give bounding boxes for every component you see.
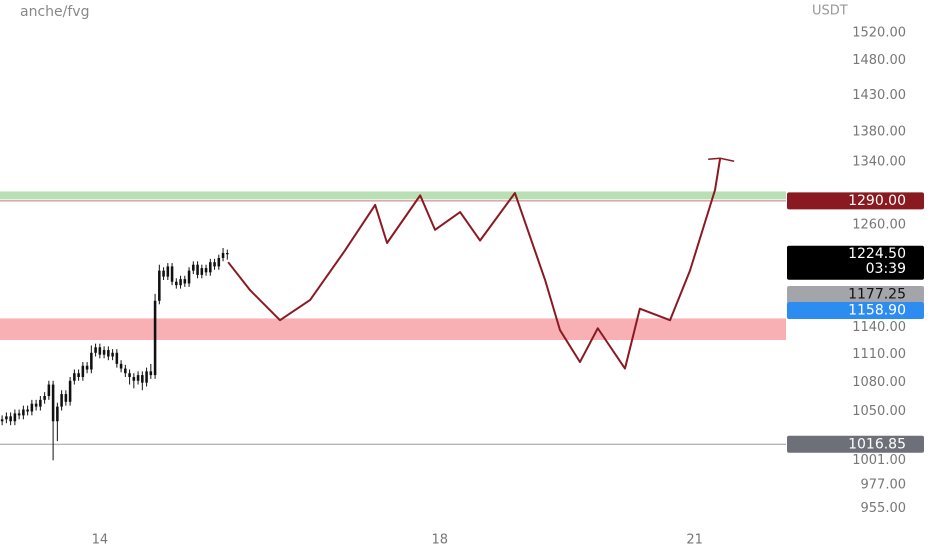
- candle-body: [217, 257, 221, 267]
- candle-body: [132, 376, 136, 381]
- candle-body: [204, 268, 208, 273]
- candle-body: [51, 384, 55, 422]
- price-label-box: [787, 435, 924, 453]
- candle-body: [85, 365, 89, 370]
- y-tick-label: 1380.00: [852, 124, 906, 139]
- x-tick-label: 18: [431, 533, 448, 548]
- candle-body: [158, 270, 161, 301]
- price-label: 1177.25: [848, 286, 906, 302]
- y-tick-label: 1340.00: [852, 155, 906, 170]
- zone: [0, 191, 786, 200]
- candle-body: [196, 264, 199, 275]
- candle-body: [39, 399, 42, 407]
- chart-title: anche/fvg: [20, 4, 89, 20]
- y-tick-label: 977.00: [861, 478, 907, 493]
- candle-body: [128, 373, 131, 377]
- candle-body: [77, 373, 80, 377]
- candle-body: [149, 371, 153, 376]
- candle-body: [13, 413, 17, 422]
- candle-body: [166, 266, 170, 277]
- candle-body: [226, 252, 229, 255]
- candle-body: [119, 363, 123, 369]
- candle-body: [34, 403, 38, 407]
- candle-body: [22, 409, 25, 416]
- candle-body: [200, 268, 204, 275]
- candle-body: [47, 384, 51, 397]
- candle-body: [73, 373, 76, 381]
- projection-line: [227, 158, 722, 370]
- candle-body: [115, 352, 119, 364]
- candle-body: [5, 416, 8, 420]
- candle-body: [209, 262, 212, 273]
- candle-body: [183, 279, 187, 284]
- y-tick-label: 1080.00: [852, 375, 906, 390]
- x-tick-label: 21: [686, 533, 703, 548]
- candle-body: [43, 396, 46, 400]
- candle-body: [170, 266, 174, 282]
- candle-body: [30, 403, 34, 412]
- candle-body: [56, 406, 59, 422]
- candle-body: [107, 350, 110, 357]
- y-tick-label: 1520.00: [852, 26, 906, 41]
- price-label: 1158.90: [848, 303, 906, 319]
- candle-body: [192, 264, 195, 271]
- candle-body: [111, 352, 114, 357]
- candle-body: [179, 279, 182, 286]
- price-label-box: [787, 192, 924, 210]
- candle-body: [124, 368, 127, 374]
- candle-body: [9, 416, 12, 422]
- price-label: 1016.85: [848, 436, 906, 452]
- y-tick-label: 1050.00: [852, 404, 906, 419]
- candle-body: [90, 352, 93, 370]
- y-axis-label: USDT: [812, 4, 848, 19]
- candle-body: [175, 281, 178, 286]
- candle-body: [162, 270, 165, 277]
- price-label-box: [787, 302, 924, 320]
- zone: [0, 318, 786, 340]
- price-label-box: [787, 285, 924, 303]
- y-tick-label: 955.00: [861, 501, 907, 516]
- price-label-sub: 03:39: [866, 261, 906, 277]
- candle-body: [68, 380, 72, 402]
- candle-body: [60, 394, 63, 407]
- candle-body: [0, 419, 4, 422]
- y-tick-label: 1110.00: [852, 347, 906, 362]
- candle-body: [17, 413, 21, 416]
- candle-body: [64, 394, 68, 402]
- y-tick-label: 1140.00: [852, 320, 906, 335]
- price-label: 1290.00: [848, 193, 906, 209]
- candle-body: [221, 252, 225, 258]
- price-label: 1224.50: [848, 246, 906, 262]
- y-tick-label: 1001.00: [852, 453, 906, 468]
- candle-body: [98, 347, 102, 355]
- candle-body: [213, 262, 216, 267]
- candle-body: [145, 371, 148, 383]
- y-tick-label: 1430.00: [852, 88, 906, 103]
- candle-body: [26, 409, 29, 412]
- candle-body: [81, 365, 85, 377]
- candle-body: [187, 270, 191, 284]
- candle-body: [136, 375, 140, 381]
- price-label-box: [787, 245, 924, 280]
- candle-body: [153, 300, 157, 376]
- candle-body: [94, 347, 97, 353]
- candle-body: [141, 375, 144, 383]
- x-tick-label: 14: [92, 533, 109, 548]
- plot-area: [0, 158, 786, 461]
- arrow-head: [708, 157, 735, 162]
- y-tick-label: 1260.00: [852, 217, 906, 232]
- candle-body: [102, 350, 106, 355]
- y-tick-label: 1480.00: [852, 53, 906, 68]
